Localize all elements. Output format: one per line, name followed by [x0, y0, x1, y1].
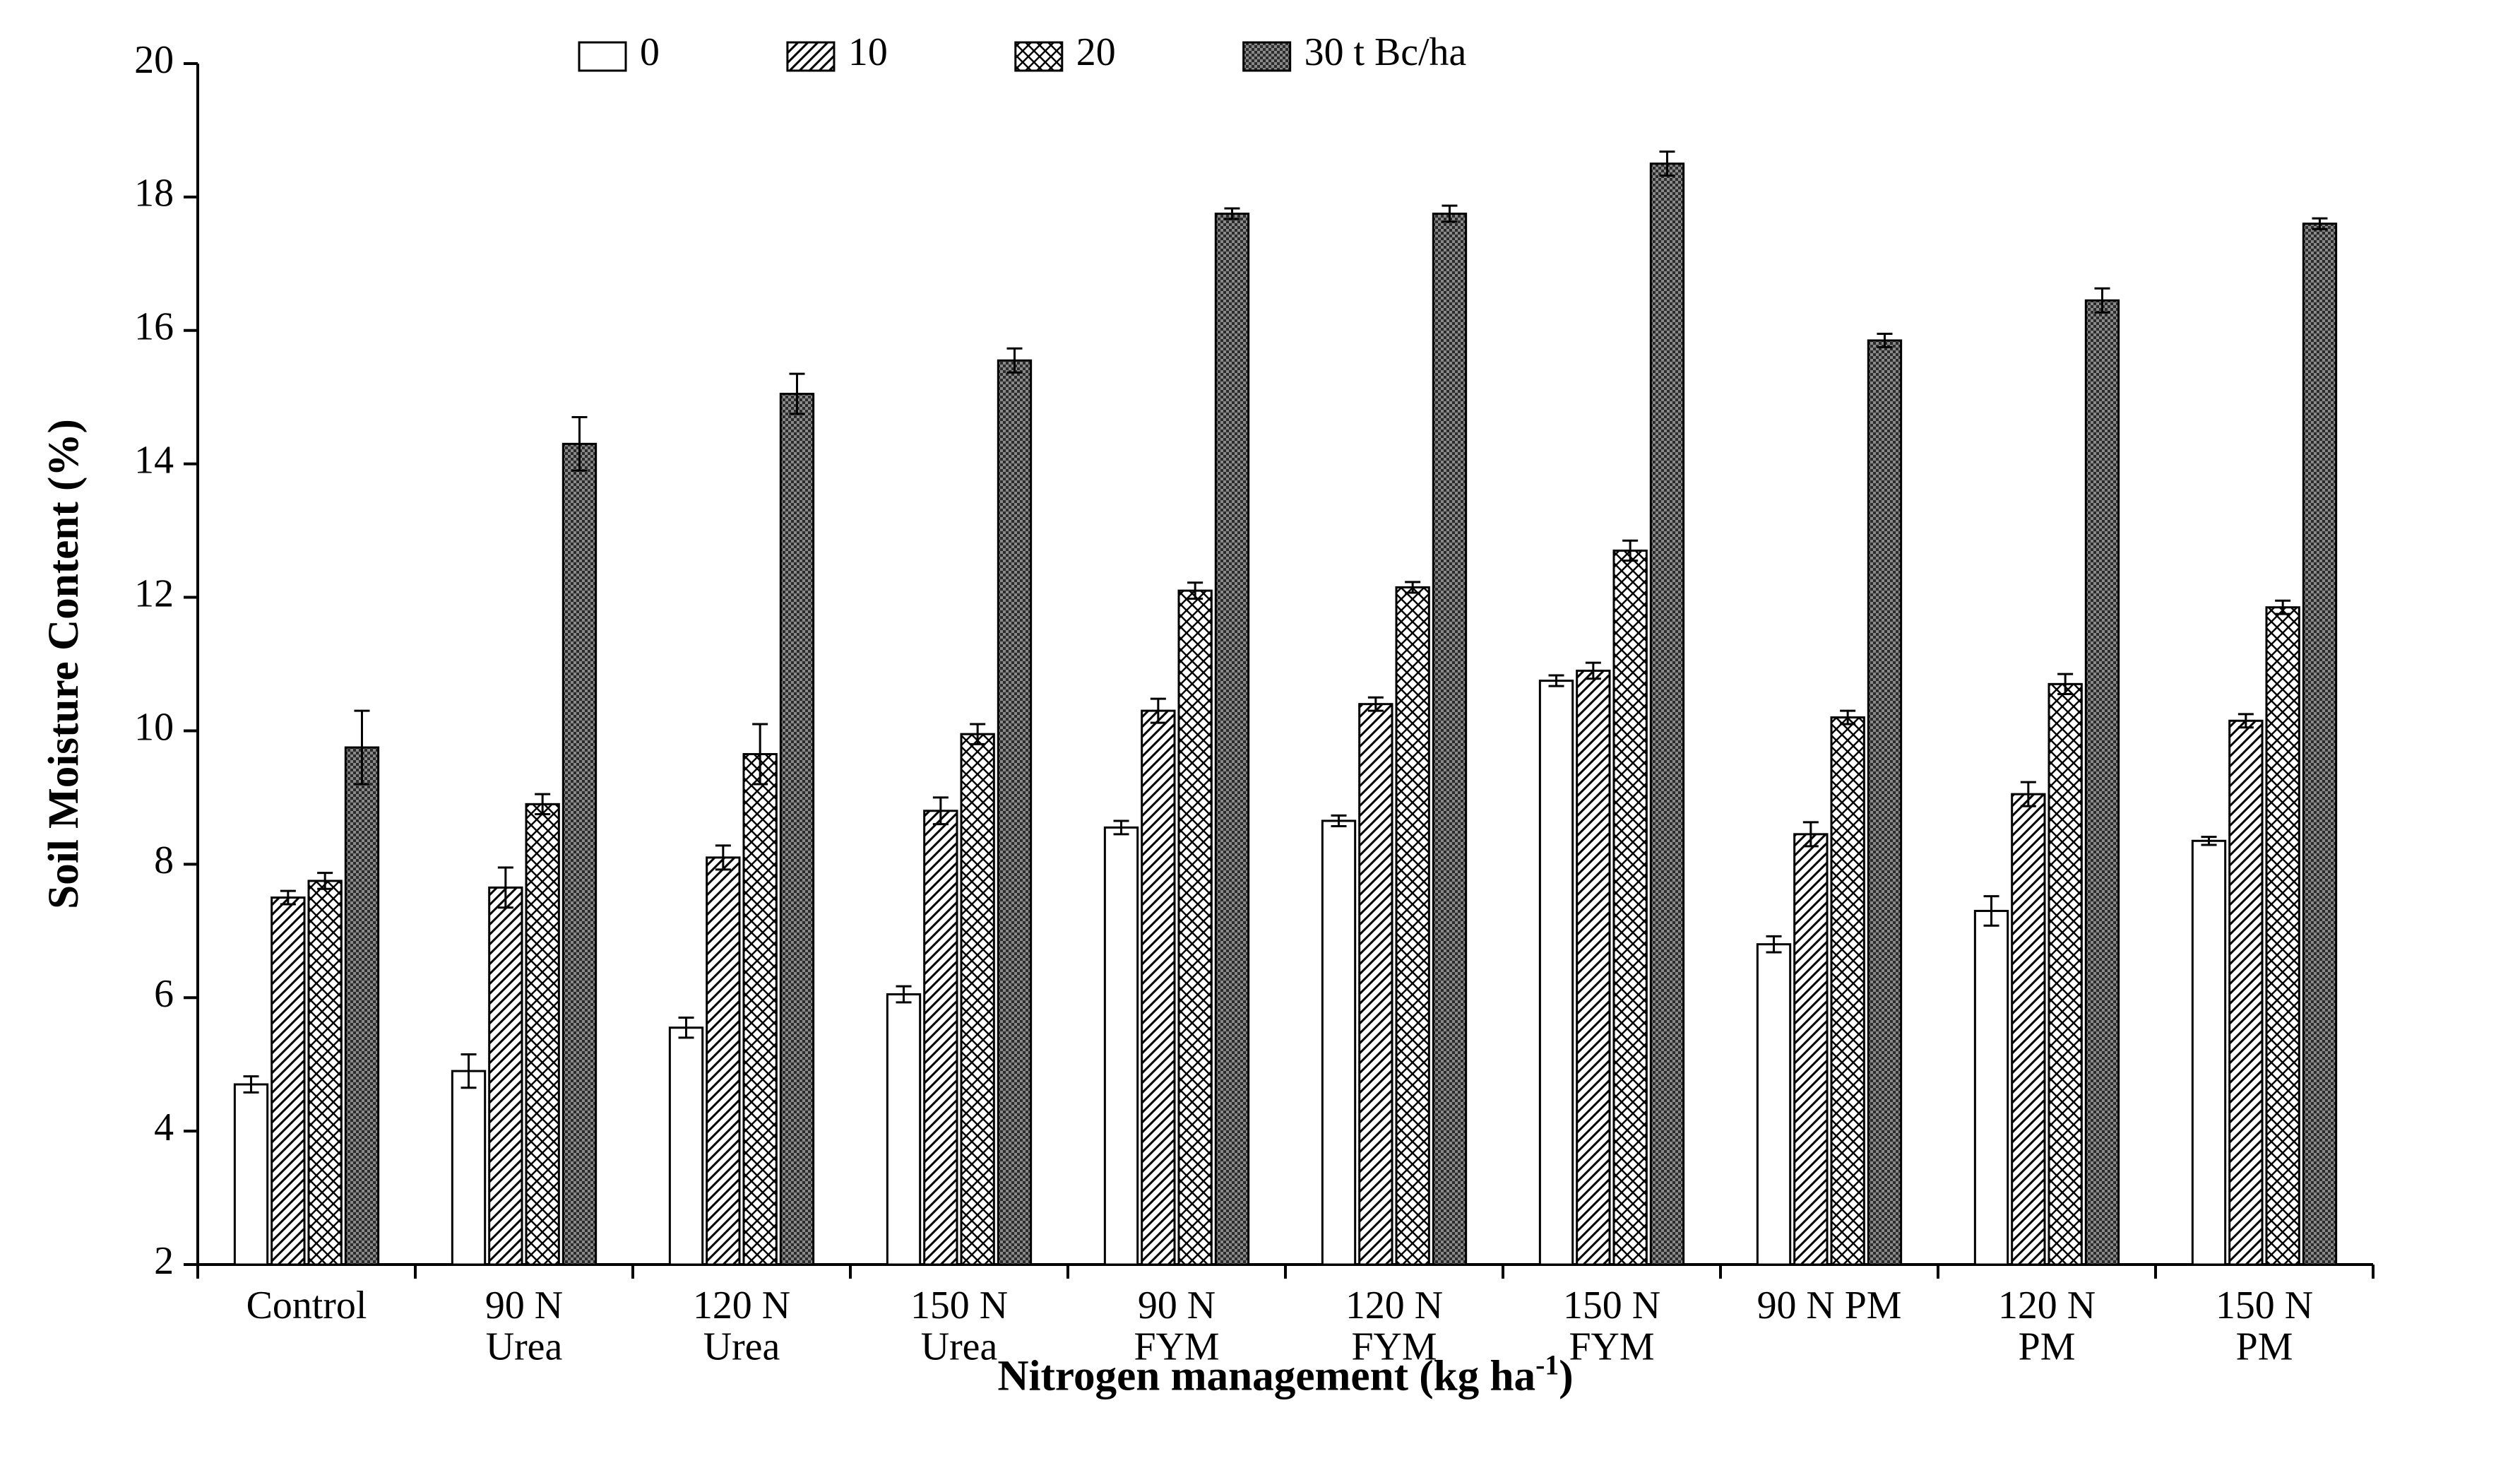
bar: [1396, 587, 1429, 1265]
bar: [1831, 718, 1864, 1265]
bar: [489, 887, 522, 1265]
bar: [1179, 591, 1211, 1265]
bar: [526, 804, 559, 1265]
bar: [670, 1028, 702, 1265]
legend-swatch: [579, 42, 626, 71]
bar: [1105, 827, 1137, 1265]
bar: [1651, 164, 1683, 1265]
y-tick-label: 18: [134, 172, 174, 215]
x-tick-label: 150 N: [910, 1284, 1008, 1327]
bar: [2266, 608, 2299, 1265]
bar: [2303, 224, 2336, 1265]
bar: [563, 444, 595, 1265]
y-tick-label: 14: [134, 438, 174, 482]
bar: [998, 360, 1030, 1265]
legend-label: 20: [1076, 30, 1116, 74]
x-tick-label: PM: [2236, 1325, 2293, 1369]
bar: [1360, 704, 1392, 1265]
bar: [780, 394, 813, 1265]
x-tick-label: 120 N: [1998, 1284, 2096, 1327]
x-tick-label: 120 N: [1345, 1284, 1443, 1327]
bar: [234, 1084, 267, 1265]
bar: [744, 754, 776, 1265]
x-tick-label: 90 N PM: [1757, 1284, 1902, 1327]
x-tick-label: 150 N: [1563, 1284, 1660, 1327]
y-tick-label: 20: [134, 38, 174, 82]
x-tick-label: PM: [2019, 1325, 2076, 1369]
chart-container: 2 4 6 8 10 12 14 16 18 20 Soil Moisture Content (%…: [0, 0, 2520, 1480]
bar: [2049, 684, 2081, 1265]
y-tick-label: 8: [154, 839, 174, 882]
bar: [309, 881, 341, 1265]
x-tick-label: 150 N: [2216, 1284, 2313, 1327]
x-tick-label: 90 N: [1138, 1284, 1216, 1327]
legend-swatch: [1244, 42, 1290, 71]
bar: [1142, 711, 1175, 1265]
bar: [1322, 821, 1355, 1265]
x-tick-label: Urea: [921, 1325, 998, 1369]
bar: [2012, 794, 2045, 1265]
bar: [707, 858, 739, 1265]
bar: [1216, 214, 1248, 1265]
bar: [1868, 341, 1901, 1265]
legend-swatch: [788, 42, 834, 71]
bar: [2192, 841, 2225, 1265]
y-tick-label: 16: [134, 305, 174, 349]
y-axis-title: Soil Moisture Content (%): [40, 419, 88, 909]
y-tick-label: 12: [134, 572, 174, 615]
y-tick-label: 4: [154, 1106, 174, 1149]
bar: [1975, 911, 2007, 1265]
bar: [2230, 721, 2262, 1265]
x-axis-title: Nitrogen management (kg ha-1): [997, 1349, 1573, 1399]
bar: [345, 747, 378, 1265]
bar-chart: 2 4 6 8 10 12 14 16 18 20 Soil Moisture Content (%…: [0, 0, 2520, 1480]
legend-label: 10: [848, 30, 888, 74]
bar: [1540, 681, 1572, 1265]
bar: [961, 734, 994, 1265]
bar: [2086, 300, 2118, 1265]
bar: [1795, 834, 1827, 1265]
legend-label: 0: [640, 30, 660, 74]
x-tick-label: 120 N: [693, 1284, 790, 1327]
y-tick-label: 10: [134, 705, 174, 749]
x-tick-label: FYM: [1569, 1325, 1654, 1369]
y-tick-label: 2: [154, 1239, 174, 1283]
bar: [1614, 550, 1646, 1265]
bar: [272, 898, 304, 1265]
y-tick-label: 6: [154, 972, 174, 1016]
x-tick-label: Urea: [703, 1325, 780, 1369]
x-tick-label: Urea: [486, 1325, 563, 1369]
legend-swatch: [1016, 42, 1062, 71]
bar: [1757, 945, 1790, 1265]
bar: [1577, 670, 1610, 1265]
bar: [1433, 214, 1466, 1265]
legend-label: 30 t Bc/ha: [1304, 30, 1467, 74]
x-tick-label: 90 N: [485, 1284, 563, 1327]
bar: [452, 1071, 485, 1265]
bar: [887, 995, 920, 1265]
bar: [925, 811, 957, 1265]
x-tick-label: Control: [246, 1284, 367, 1327]
